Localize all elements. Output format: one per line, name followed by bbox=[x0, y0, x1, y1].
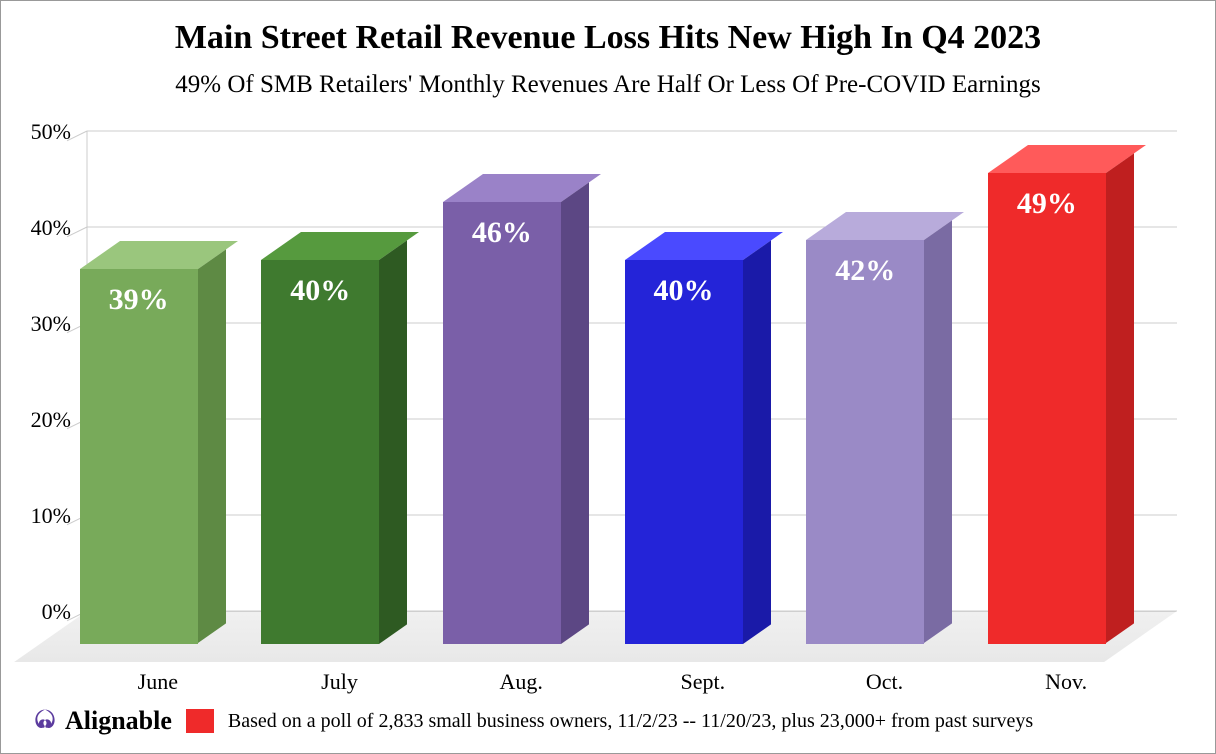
bar: 40% bbox=[261, 260, 379, 644]
bar: 42% bbox=[806, 240, 924, 643]
bar-value-label: 40% bbox=[261, 274, 379, 308]
bar-front bbox=[443, 202, 561, 644]
bar: 39% bbox=[80, 269, 198, 643]
chart-title: Main Street Retail Revenue Loss Hits New… bbox=[1, 19, 1215, 57]
x-axis-label: July bbox=[321, 669, 358, 695]
knot-icon bbox=[31, 707, 59, 735]
bar-front bbox=[988, 173, 1106, 643]
svg-text:40%: 40% bbox=[31, 215, 71, 240]
bar-side bbox=[924, 221, 952, 644]
bar-front bbox=[80, 269, 198, 643]
bar-value-label: 39% bbox=[80, 283, 198, 317]
svg-text:30%: 30% bbox=[31, 311, 71, 336]
bar: 40% bbox=[625, 260, 743, 644]
x-axis-label: Aug. bbox=[499, 669, 542, 695]
bar-side bbox=[379, 240, 407, 644]
bar-value-label: 42% bbox=[806, 254, 924, 288]
chart-subtitle: 49% Of SMB Retailers' Monthly Revenues A… bbox=[1, 71, 1215, 99]
x-axis-label: Sept. bbox=[681, 669, 726, 695]
bar: 49% bbox=[988, 173, 1106, 643]
bar-side bbox=[1106, 154, 1134, 644]
brand-logo: Alignable bbox=[31, 706, 172, 736]
svg-text:50%: 50% bbox=[31, 119, 71, 144]
brand-name: Alignable bbox=[65, 706, 172, 736]
svg-text:10%: 10% bbox=[31, 503, 71, 528]
x-axis-label: Oct. bbox=[866, 669, 903, 695]
legend-swatch bbox=[186, 709, 214, 733]
bar-side bbox=[561, 182, 589, 643]
bar: 46% bbox=[443, 202, 561, 644]
bar-side bbox=[198, 250, 226, 644]
bar-front bbox=[625, 260, 743, 644]
bar-front bbox=[261, 260, 379, 644]
bar-value-label: 46% bbox=[443, 216, 561, 250]
bar-front bbox=[806, 240, 924, 643]
bar-value-label: 49% bbox=[988, 187, 1106, 221]
plot-area: 0%10%20%30%40%50% 39%40%46%40%42%49% bbox=[87, 131, 1177, 611]
chart-frame: Main Street Retail Revenue Loss Hits New… bbox=[0, 0, 1216, 754]
bar-side bbox=[743, 240, 771, 644]
chart-footer: Alignable Based on a poll of 2,833 small… bbox=[31, 703, 1195, 739]
svg-text:0%: 0% bbox=[42, 599, 71, 624]
x-axis-labels: June July Aug. Sept. Oct. Nov. bbox=[87, 669, 1177, 699]
footer-caption: Based on a poll of 2,833 small business … bbox=[228, 710, 1033, 733]
x-axis-label: June bbox=[138, 669, 178, 695]
x-axis-label: Nov. bbox=[1045, 669, 1087, 695]
svg-text:20%: 20% bbox=[31, 407, 71, 432]
bar-value-label: 40% bbox=[625, 274, 743, 308]
